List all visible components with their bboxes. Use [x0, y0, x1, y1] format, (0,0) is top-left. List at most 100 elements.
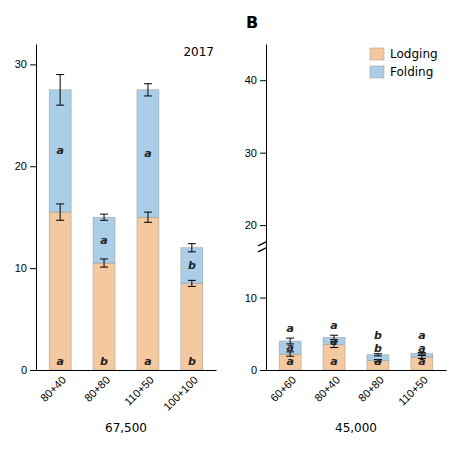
bar: [49, 212, 71, 370]
tick-label: 110+50: [396, 374, 430, 408]
y-tick: 30: [245, 147, 266, 159]
letter: a: [56, 144, 63, 157]
letter: a: [100, 234, 107, 247]
tick-label: 80+80: [356, 374, 386, 404]
x-axis: 60+60 80+40 80+80 110+50: [267, 371, 447, 408]
y-tick: 10: [245, 292, 266, 304]
bar: [181, 283, 203, 370]
tick-mark: [30, 64, 36, 65]
letters: aaaaaaabbaaa: [286, 319, 425, 368]
tick-label: 20: [15, 160, 27, 172]
letter: a: [144, 147, 151, 160]
tick-label: 80+40: [312, 374, 342, 404]
legend-item: Folding: [370, 65, 433, 79]
letter: a: [144, 355, 151, 368]
legend-swatch: [370, 48, 384, 60]
axis-break: [258, 242, 266, 246]
tick-mark: [30, 268, 36, 269]
tick-mark: [260, 225, 266, 226]
x-tick: 110+50: [396, 374, 430, 408]
x-tick: 80+40: [312, 374, 342, 404]
x-tick: 80+40: [38, 374, 68, 404]
tick-label: 100+100: [161, 374, 200, 413]
axis-line: [266, 45, 267, 371]
axis-line: [37, 370, 217, 371]
figure: 010203080+4080+80110+50100+100aabaaabb20…: [0, 0, 462, 462]
bar: [93, 217, 115, 263]
bar: [279, 354, 301, 370]
y-tick: 30: [15, 58, 36, 70]
tick-mark: [30, 166, 36, 167]
tick-mark: [260, 298, 266, 299]
error-bar: [144, 212, 152, 222]
x-tick: 60+60: [268, 374, 298, 404]
error-bar: [144, 84, 152, 96]
letter: a: [418, 329, 425, 342]
legend-label: Lodging: [390, 47, 438, 61]
letter: a: [418, 342, 425, 355]
tick-label: 60+60: [268, 374, 298, 404]
x-label: 45,000: [335, 421, 377, 435]
tick-label: 80+80: [82, 374, 112, 404]
axis-break: [258, 248, 266, 252]
letter: a: [286, 355, 293, 368]
y-tick: 10: [15, 262, 36, 274]
y-tick: 0: [251, 364, 266, 376]
bar: [137, 217, 159, 370]
bar: [323, 345, 345, 370]
letters: a a b a a a b b: [56, 144, 195, 367]
y-tick: 20: [15, 160, 36, 172]
annotation: 2017: [183, 45, 214, 59]
tick-label: 110+50: [122, 374, 156, 408]
legend: Lodging Folding: [370, 47, 438, 79]
legend-label: Folding: [390, 65, 433, 79]
bar: [279, 341, 301, 354]
letter: b: [188, 259, 196, 272]
tick-label: 80+40: [38, 374, 68, 404]
error-bar: [100, 214, 108, 220]
letter: a: [286, 341, 293, 354]
bar: [137, 90, 159, 217]
tick-label: 40: [245, 74, 257, 86]
panel: 0 10 20 30 80+40 80+80 110+50100+100 a a b a a a b b 20…: [15, 45, 217, 436]
letter: b: [374, 329, 382, 342]
y-tick: 0: [21, 364, 36, 376]
error-bar: [188, 280, 196, 286]
letter: b: [188, 355, 196, 368]
tick-label: 0: [21, 364, 27, 376]
error-bar: [56, 204, 64, 220]
tick-mark: [260, 370, 266, 371]
tick-label: 10: [15, 262, 27, 274]
letter: a: [330, 319, 337, 332]
y-tick: 40: [245, 74, 266, 86]
x-tick: 80+80: [82, 374, 112, 404]
plot-area: [279, 335, 433, 370]
tick-label: 10: [245, 292, 257, 304]
letter: a: [56, 355, 63, 368]
letter: a: [418, 355, 425, 368]
error-bar: [188, 244, 196, 252]
legend-swatch: [370, 66, 384, 78]
y-tick: 20: [245, 219, 266, 231]
legend-item: Lodging: [370, 47, 438, 61]
tick-mark: [260, 153, 266, 154]
error-bar: [100, 259, 108, 267]
letter: a: [286, 322, 293, 335]
x-tick: 110+50: [122, 374, 156, 408]
tick-label: 30: [245, 147, 257, 159]
x-tick: 100+100: [161, 374, 200, 413]
plot-area: [49, 75, 203, 370]
bar: [49, 90, 71, 212]
tick-mark: [30, 370, 36, 371]
error-bar: [56, 75, 64, 106]
tick-label: 20: [245, 219, 257, 231]
letter: b: [100, 355, 108, 368]
tick-label: 0: [251, 364, 257, 376]
letter: b: [374, 342, 382, 355]
y-axis: 0 10 20 30: [15, 45, 37, 377]
letter: a: [330, 335, 337, 348]
letter: a: [330, 355, 337, 368]
bar: [181, 248, 203, 284]
axis-line: [267, 370, 447, 371]
x-tick: 80+80: [356, 374, 386, 404]
